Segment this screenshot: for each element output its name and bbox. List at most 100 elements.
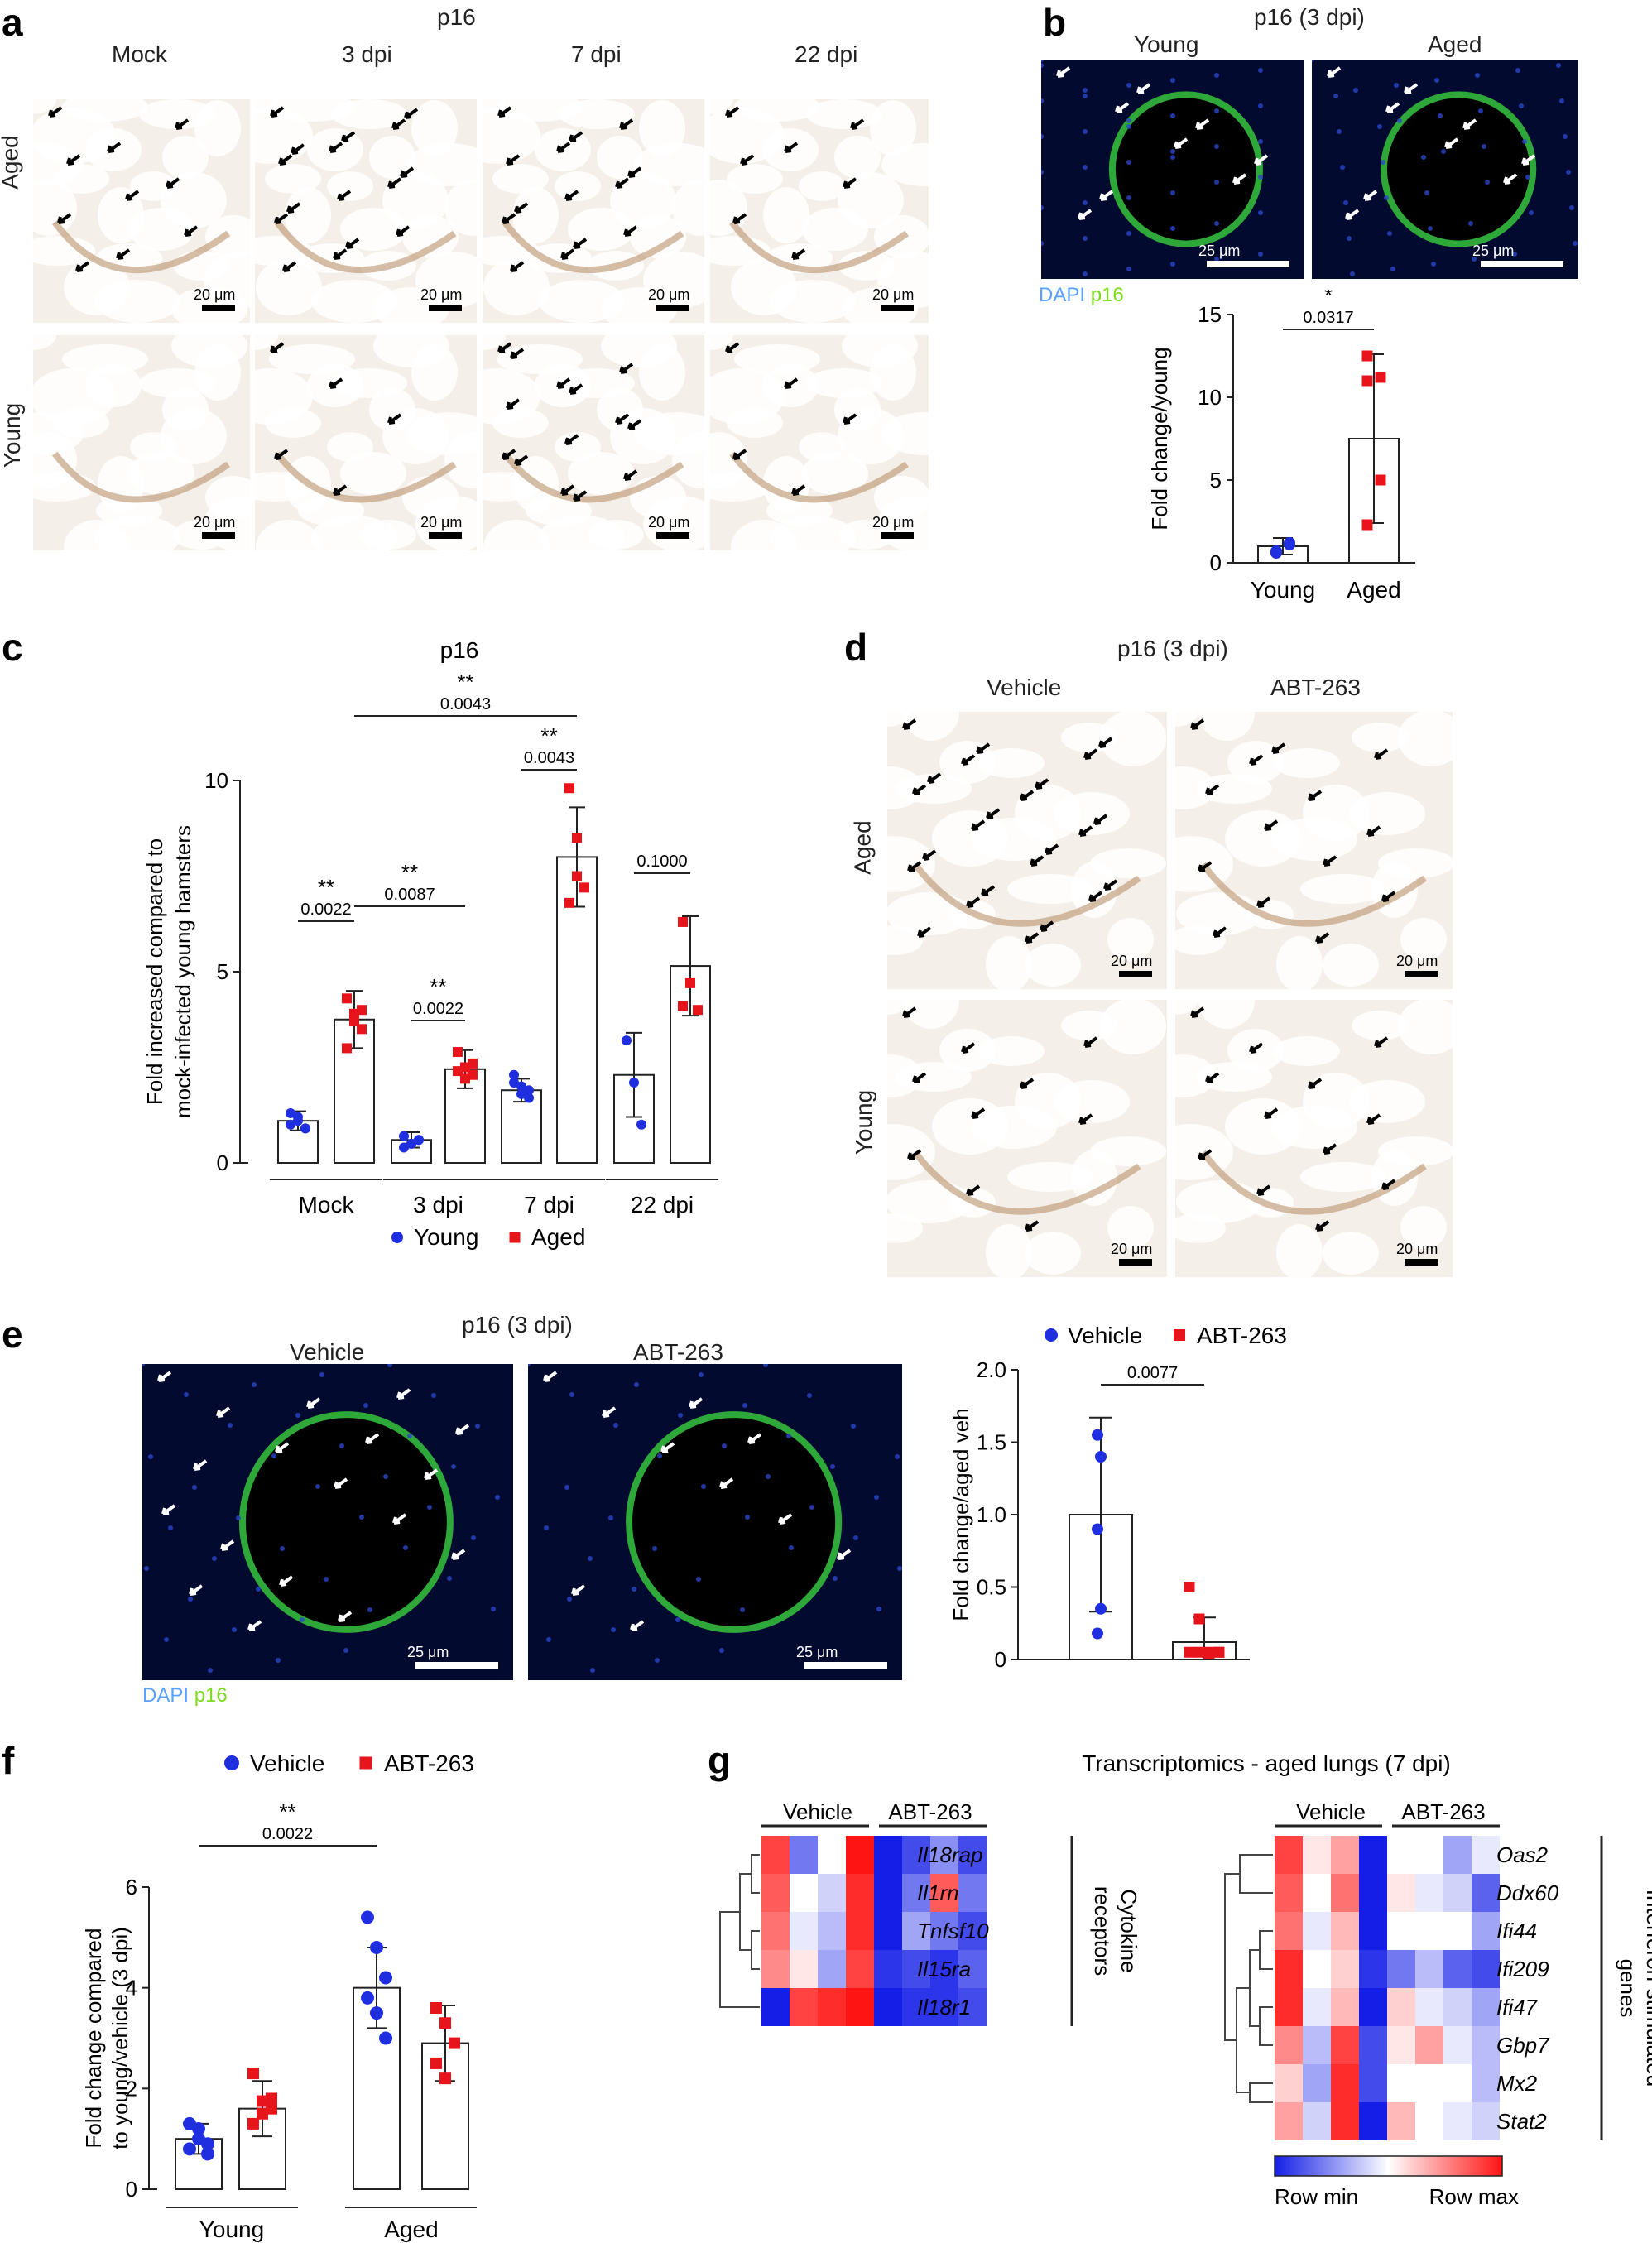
dapi-p16-legend-e: DAPI p16 [142,1684,228,1707]
heatmap-cell [818,1836,846,1874]
heatmap-cell [1415,2026,1443,2064]
svg-text:20 μm: 20 μm [1396,1241,1438,1257]
color-key [1274,2155,1503,2177]
heatmap-cell [930,1874,958,1912]
data-point [286,1107,295,1118]
heatmap-cell [1387,2026,1415,2064]
heatmap-cell [1331,2064,1359,2102]
y-tick-label: 15 [1198,302,1222,327]
sig-star: ** [457,670,473,694]
micrograph-d-0-1: 20 μm [1175,712,1453,989]
col-label-aged: Aged [1428,31,1482,57]
sig-pvalue: 0.0043 [524,749,574,767]
data-point [453,1066,463,1077]
legend-abt: ABT-263 [1197,1323,1287,1348]
data-point [300,1123,310,1134]
heatmap-cell [958,1950,987,1988]
heatmap-cell [1472,1950,1500,1988]
data-point [1092,1627,1103,1640]
col-label-young: Young [1134,31,1199,57]
col-label-abt263-e: ABT-263 [633,1339,723,1365]
heatmap-cell [761,1950,790,1988]
heatmap-cell [846,1836,874,1874]
y-tick-label: 0.5 [977,1575,1006,1600]
gene-label: Gbp7 [1496,2033,1550,2058]
gene-label: Ifi44 [1496,1919,1537,1943]
heatmap-cell [1303,2102,1331,2140]
heatmap-cell [1275,2102,1303,2140]
svg-text:20 μm: 20 μm [194,286,235,303]
data-point [414,1135,424,1146]
panel-label-d: d [844,626,868,669]
data-point [349,1016,359,1027]
data-point [1361,350,1373,362]
data-point [1361,375,1373,387]
data-point [370,2006,383,2020]
sig-star: * [1324,290,1333,308]
data-point [622,1035,632,1046]
heatmap-cell [761,1988,790,2026]
heatmap-cell [1472,1836,1500,1874]
col-group-abt: ABT-263 [888,1799,972,1824]
data-point [1095,1451,1107,1463]
data-point [370,1941,383,1954]
heatmap-cell [958,1912,987,1950]
svg-text:20 μm: 20 μm [194,514,235,531]
svg-text:20 μm: 20 μm [1111,953,1152,969]
gene-label: Tnfsf10 [917,1919,989,1943]
data-point [266,2102,277,2115]
data-point [342,993,352,1004]
data-point [516,1081,526,1092]
data-point [524,1085,534,1096]
data-point [572,833,582,843]
y-tick-label: 2 [126,2076,137,2101]
gene-label: Stat2 [1496,2109,1547,2134]
x-tick-label: Mock [299,1192,355,1218]
chart-e: Vehicle ABT-263 0 0.5 1.0 1.5 2.0 Fold change/a… [948,1323,1287,1672]
heatmap-cell [1359,1912,1387,1950]
data-point [460,1073,470,1084]
color-key-max: Row max [1429,2184,1519,2209]
chart-g: Transcriptomics - aged lungs (7 dpi) Vehi… [719,1751,1652,2209]
heatmap-cell [902,1874,930,1912]
heatmap-cell [1415,2102,1443,2140]
heatmap-cell [902,1912,930,1950]
gene-label: Ifi47 [1496,1995,1539,2020]
heatmap-cell [1472,1912,1500,1950]
heatmap-cell [1303,1912,1331,1950]
heatmap-cell [1303,1874,1331,1912]
heatmap-cell [790,1912,818,1950]
legend-abt-marker [359,1756,372,1770]
col-label-vehicle-e: Vehicle [290,1339,365,1365]
micrograph-a-1-1: 20 μm [255,335,477,550]
data-point [342,1043,352,1054]
group-label-young: Young [199,2217,264,2242]
svg-text:20 μm: 20 μm [648,514,689,531]
data-point [629,1077,639,1088]
heatmap-cell [790,1836,818,1874]
heatmap-cell [874,1912,902,1950]
heatmap-cell [930,1988,958,2026]
y-tick-label: 0 [1210,550,1222,575]
heatmap-cell [1331,1836,1359,1874]
data-point [399,1131,409,1141]
micrograph-a-1-2: 20 μm [483,335,704,550]
heatmap-cell [1303,1988,1331,2026]
heatmap-cell [1331,1988,1359,2026]
heatmap-cell [1443,2064,1472,2102]
p16-label: p16 [1090,284,1124,306]
y-axis-label-1: Fold change compared [81,1928,106,2149]
data-point [201,2147,214,2161]
color-key-min: Row min [1275,2184,1358,2209]
heatmap-cell [1387,1874,1415,1912]
col-group-vehicle: Vehicle [783,1799,852,1824]
heatmap-cell [902,1988,930,2026]
dapi-label: DAPI [1039,284,1086,306]
heatmap-cell [1275,1836,1303,1874]
data-point [1184,1582,1195,1592]
data-point [1092,1429,1103,1441]
svg-text:20 μm: 20 μm [872,286,914,303]
col-group-abt: ABT-263 [1401,1799,1485,1824]
sig-pvalue: 0.0317 [1303,309,1353,327]
heatmap-cell [874,1836,902,1874]
